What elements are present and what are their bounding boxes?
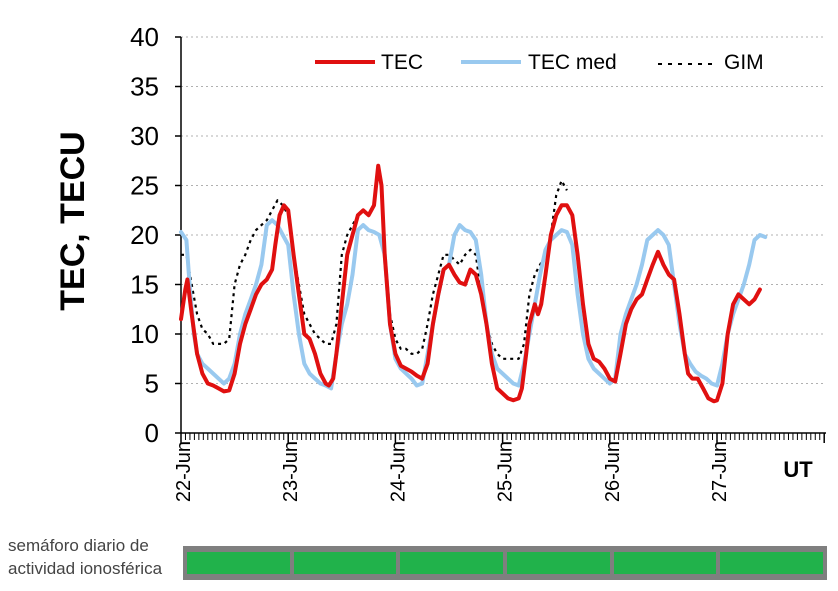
date-label: 22-Jun (173, 441, 195, 502)
date-label: 27-Jun (709, 441, 731, 502)
date-label: 26-Jun (602, 441, 624, 502)
y-tick-label: 15 (130, 270, 159, 300)
series-line-tec-med (179, 218, 768, 391)
semaphore-bar (183, 546, 827, 580)
semaphore-segment (293, 552, 397, 574)
series-line-tec (179, 163, 762, 404)
y-tick-labels: 0 5 10 15 20 25 30 35 40 (130, 22, 181, 448)
semaphore-segment (187, 552, 290, 574)
legend-label-gim: GIM (724, 51, 764, 74)
date-label: 25-Jun (495, 441, 517, 502)
legend: TEC TEC med GIM (315, 51, 764, 74)
y-tick-label: 20 (130, 220, 159, 250)
y-tick-label: 30 (130, 121, 159, 151)
semaphore-label: semáforo diario de actividad ionosférica (8, 536, 163, 578)
y-tick-label: 0 (145, 418, 159, 448)
x-ticks (180, 433, 825, 443)
semaphore-segment (507, 552, 610, 574)
date-label: 23-Jun (280, 441, 302, 502)
series-lines (179, 163, 768, 404)
legend-label-tec: TEC (381, 51, 423, 74)
date-label: 24-Jun (387, 441, 409, 502)
y-tick-label: 5 (145, 369, 159, 399)
legend-label-tec-med: TEC med (528, 51, 617, 74)
y-tick-label: 40 (130, 22, 159, 52)
date-labels: 22-Jun 23-Jun 24-Jun 25-Jun 26-Jun 27-Jun (173, 441, 731, 502)
y-tick-label: 10 (130, 319, 159, 349)
semaphore-segment (613, 552, 717, 574)
y-axis-label: TEC, TECU (54, 131, 92, 310)
semaphore-segment (720, 552, 824, 574)
semaphore-segment (400, 552, 504, 574)
y-tick-label: 25 (130, 171, 159, 201)
y-tick-label: 35 (130, 72, 159, 102)
x-axis-label: UT (783, 457, 813, 482)
